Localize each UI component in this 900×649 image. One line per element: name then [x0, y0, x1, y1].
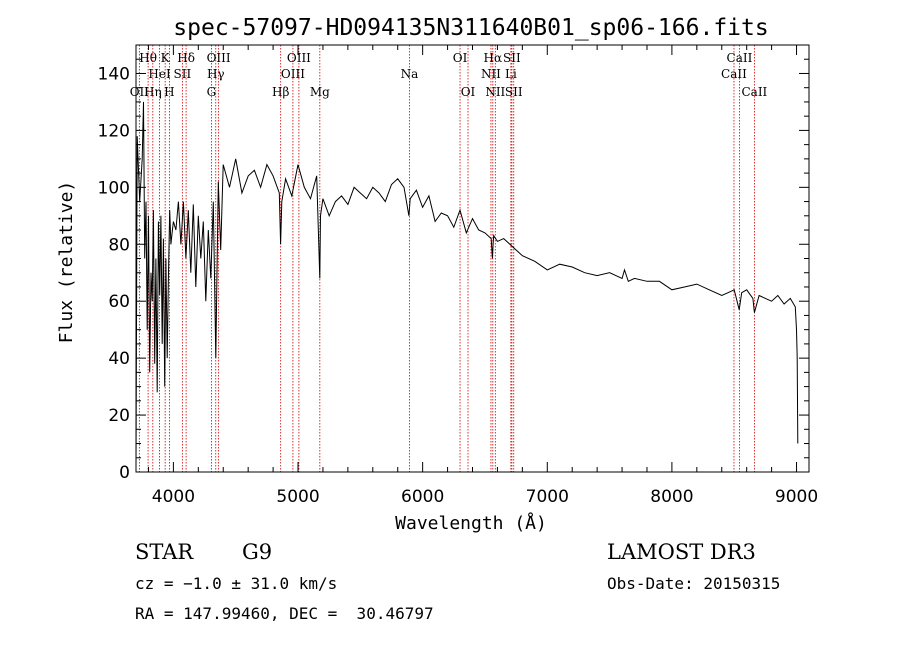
line-marker-label: OI	[453, 51, 468, 65]
x-tick-label: 9000	[775, 487, 818, 507]
y-tick-label: 20	[108, 406, 130, 426]
line-marker-group	[138, 45, 755, 472]
line-marker-label-group: OIIHθHηHeIKHSIIHδGHγOIIIHβOIIIOIIIMgNaOI…	[130, 51, 768, 99]
line-marker-label: CaII	[721, 67, 747, 81]
y-tick-label: 100	[98, 178, 130, 198]
observation-date: Obs-Date: 20150315	[607, 574, 781, 593]
redshift-readout: cz = −1.0 ± 31.0 km/s	[135, 574, 338, 593]
line-marker-label: Hη	[144, 85, 162, 99]
object-class: STAR	[135, 540, 194, 564]
x-tick-label: 4000	[152, 487, 195, 507]
line-marker-label: H	[164, 85, 174, 99]
y-tick-label: 120	[98, 121, 130, 141]
y-tick-label: 80	[108, 235, 130, 255]
y-tick-label: 40	[108, 349, 130, 369]
line-marker-label: NII	[481, 67, 501, 81]
line-marker-label: CaII	[741, 85, 767, 99]
line-marker-label: Hβ	[272, 85, 289, 99]
line-marker-label: CaII	[727, 51, 753, 65]
line-marker-label: OIII	[287, 51, 311, 65]
line-marker-label: SII	[505, 85, 523, 99]
flux-series-line	[135, 101, 799, 467]
y-axis-label: Flux (relative)	[56, 181, 77, 344]
line-marker-label: Hθ	[139, 51, 157, 65]
line-marker-label: NII	[485, 85, 505, 99]
x-tick-label: 8000	[650, 487, 693, 507]
x-tick-label: 6000	[401, 487, 444, 507]
line-marker-label: Hα	[484, 51, 503, 65]
line-marker-label: SII	[503, 51, 521, 65]
plot-frame	[135, 44, 810, 473]
line-marker-label: OI	[461, 85, 476, 99]
coordinates-readout: RA = 147.99460, DEC = 30.46797	[135, 604, 434, 623]
y-tick-label: 60	[108, 292, 130, 312]
line-marker-label: K	[161, 51, 171, 65]
line-marker-label: Na	[401, 67, 419, 81]
y-tick-label: 140	[98, 64, 130, 84]
spectral-subclass: G9	[242, 540, 273, 564]
line-marker-label: OIII	[207, 51, 231, 65]
x-axis-label: Wavelength (Å)	[395, 512, 547, 534]
line-marker-label: OIII	[281, 67, 305, 81]
line-marker-label: Hγ	[207, 67, 225, 81]
chart-title: spec-57097-HD094135N311640B01_sp06-166.f…	[173, 15, 768, 41]
x-tick-label: 7000	[526, 487, 569, 507]
line-marker-label: Mg	[310, 85, 330, 99]
survey-name: LAMOST DR3	[607, 540, 756, 564]
line-marker-label: Li	[505, 67, 517, 81]
axis-ticks: 4000 5000 6000 7000 8000 9000 0 20 40 60 80 100 120 1…	[98, 45, 818, 507]
line-marker-label: HeI	[148, 67, 171, 81]
line-marker-label: SII	[174, 67, 192, 81]
line-marker-label: OII	[130, 85, 150, 99]
line-marker-label: G	[207, 85, 217, 99]
y-tick-label: 0	[119, 463, 130, 483]
line-marker-label: Hδ	[177, 51, 195, 65]
x-tick-label: 5000	[276, 487, 319, 507]
